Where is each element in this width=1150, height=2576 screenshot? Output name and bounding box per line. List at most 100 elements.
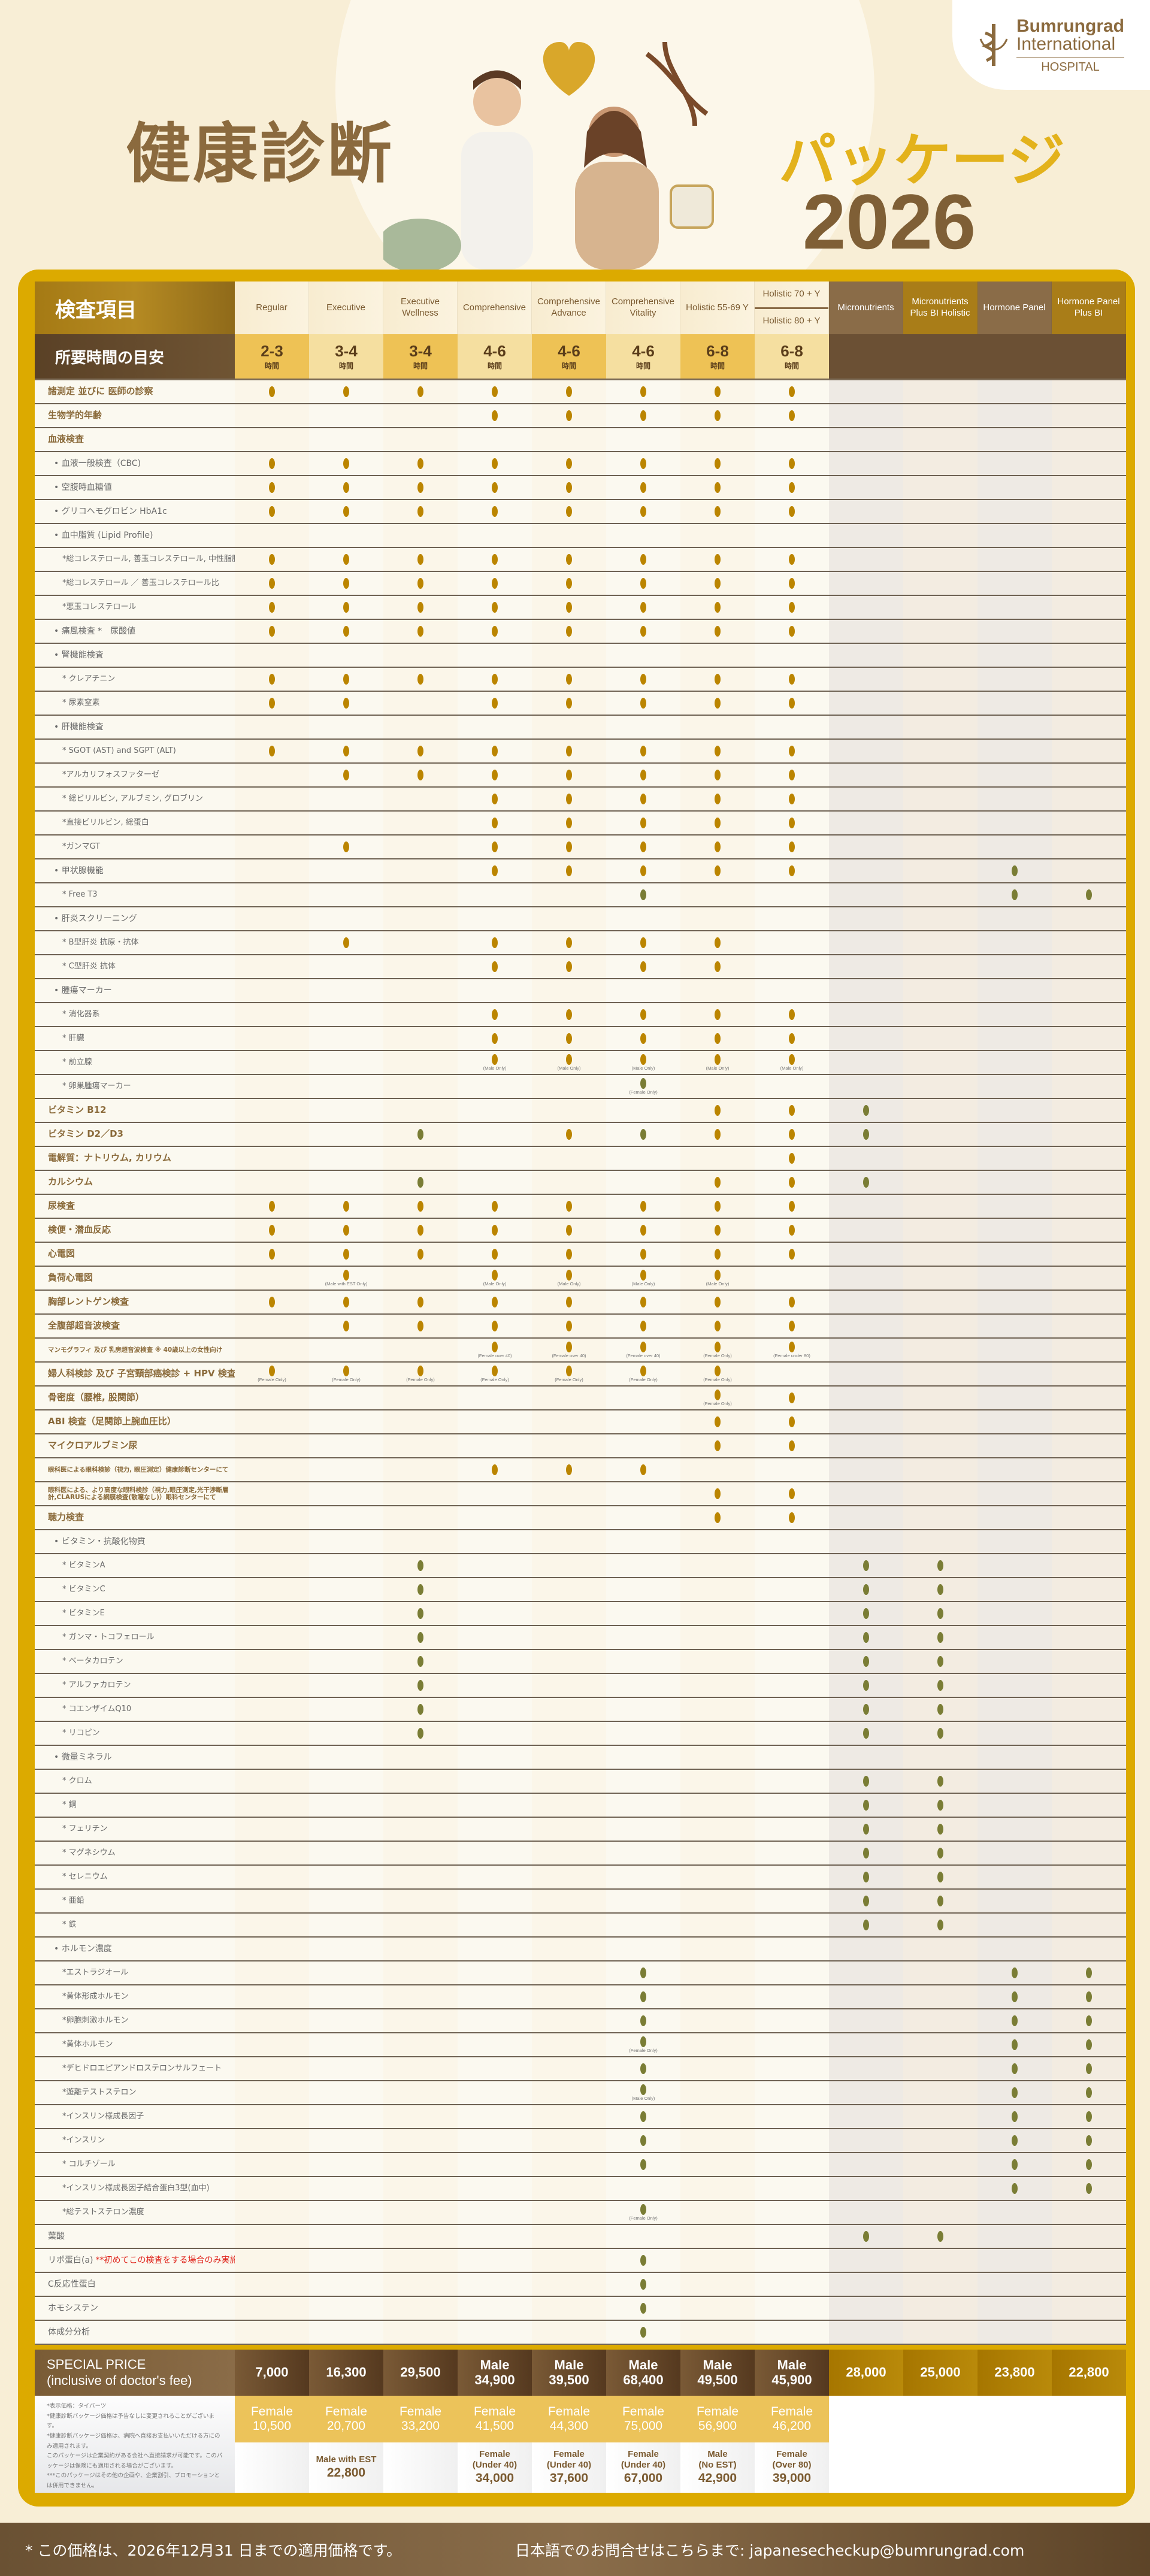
table-cell [458,1123,532,1146]
table-cell [903,1195,978,1218]
table-row: 婦人科検診 及び 子宮頸部癌検診 + HPV 検査 (Female Only) (F… [35,1363,1126,1387]
included-dot-icon [566,482,572,493]
table-cell [978,1626,1052,1649]
table-cell [235,1099,309,1122]
table-cell [1052,1746,1126,1769]
table-cell [680,1219,755,1242]
table-cell [978,1914,1052,1936]
table-cell [755,1961,829,1984]
table-cell [383,1746,458,1769]
table-cell [532,2105,606,2128]
table-cell [755,548,829,571]
table-cell [383,1938,458,1960]
extra-price-row: Male with EST 22,800 Female (Under 40) 34,00… [235,2442,1126,2493]
row-label-text: *インスリン様成長因子結合蛋白3型(血中) [62,2183,210,2193]
table-cell [235,1003,309,1026]
table-cell [235,1818,309,1841]
table-cell [1052,1051,1126,1074]
table-cell [1052,1195,1126,1218]
table-cell [606,380,680,403]
table-cell [458,1410,532,1433]
price-text: (Under 40) [621,2460,666,2471]
table-row: 体成分分析 [35,2321,1126,2345]
row-label: * 銅 [35,1794,235,1817]
row-label-text: 心電図 [48,1248,75,1260]
table-cell [309,2297,383,2320]
table-cell [309,2225,383,2248]
table-cell [903,1123,978,1146]
cell-note: (Male Only) [780,1065,804,1071]
table-cell [606,596,680,619]
table-cell [458,1674,532,1697]
table-cell [755,1914,829,1936]
table-cell [755,2129,829,2152]
table-cell [1052,1674,1126,1697]
table-cell [978,2225,1052,2248]
table-cell [755,1674,829,1697]
table-cell [606,1099,680,1122]
table-cell [903,1578,978,1601]
table-cell [1052,2177,1126,2200]
table-cell [829,1147,903,1170]
included-dot-icon [789,770,795,780]
table-cell [680,1315,755,1337]
table-cell [606,1818,680,1841]
table-cell [755,1219,829,1242]
included-dot-icon [1012,2135,1018,2146]
table-cell: (Female Only) [458,1363,532,1385]
table-cell [383,1818,458,1841]
duration-unit: 時間 [338,362,353,370]
row-label: * 総ビリルビン, アルブミン, グロブリン [35,788,235,810]
included-dot-icon [269,458,275,469]
column-header-name: Regular [256,302,288,313]
table-cell [829,1818,903,1841]
table-cell [903,859,978,882]
included-dot-icon [566,578,572,589]
included-dot-icon [937,1608,943,1619]
table-cell [606,1243,680,1266]
table-cell [978,1794,1052,1817]
price-text: Female [479,2449,510,2460]
included-dot-icon [640,2135,646,2146]
table-row: *インスリン様成長因子結合蛋白3型(血中) [35,2177,1126,2201]
table-cell [829,596,903,619]
table-cell [606,1890,680,1912]
row-label: 心電図 [35,1243,235,1266]
price-text: 42,900 [698,2471,737,2486]
table-cell [755,2249,829,2272]
table-cell [383,524,458,547]
row-label: *インスリン様成長因子 [35,2105,235,2128]
included-dot-icon [789,578,795,589]
table-cell [235,1482,309,1505]
table-cell [532,883,606,906]
included-dot-icon [566,841,572,852]
table-cell: (Female over 40) [458,1339,532,1361]
table-cell [309,428,383,451]
table-cell [606,1291,680,1313]
table-cell [755,1602,829,1625]
table-cell [755,2081,829,2104]
row-label-text: *インスリン様成長因子 [62,2111,144,2121]
table-cell [458,1650,532,1673]
row-label: * B型肝炎 抗原・抗体 [35,931,235,954]
table-cell [606,1746,680,1769]
column-header-name: Comprehensive Vitality [611,296,675,318]
included-dot-icon [343,841,349,852]
table-cell [383,1530,458,1553]
row-label-text: 諸測定 並びに 医師の診察 [48,386,153,397]
table-cell [309,404,383,427]
contact-email[interactable]: 日本語でのお問合せはこちらまで: japanesecheckup@bumrung… [515,2541,1025,2559]
table-cell [903,1746,978,1769]
table-cell [1052,1363,1126,1385]
price-note-line: このパッケージは企業契約がある会社へ直接請求が可能です。このパッケージは保険にも… [47,2453,223,2469]
table-cell [383,1458,458,1481]
table-cell [1052,1530,1126,1553]
table-cell [383,1698,458,1721]
included-dot-icon [566,1033,572,1044]
row-label: * Free T3 [35,883,235,906]
included-dot-icon [640,2111,646,2122]
row-label: 尿検査 [35,1195,235,1218]
table-cell [978,1267,1052,1289]
table-row: • 肝機能検査 [35,716,1126,740]
table-cell [309,1938,383,1960]
